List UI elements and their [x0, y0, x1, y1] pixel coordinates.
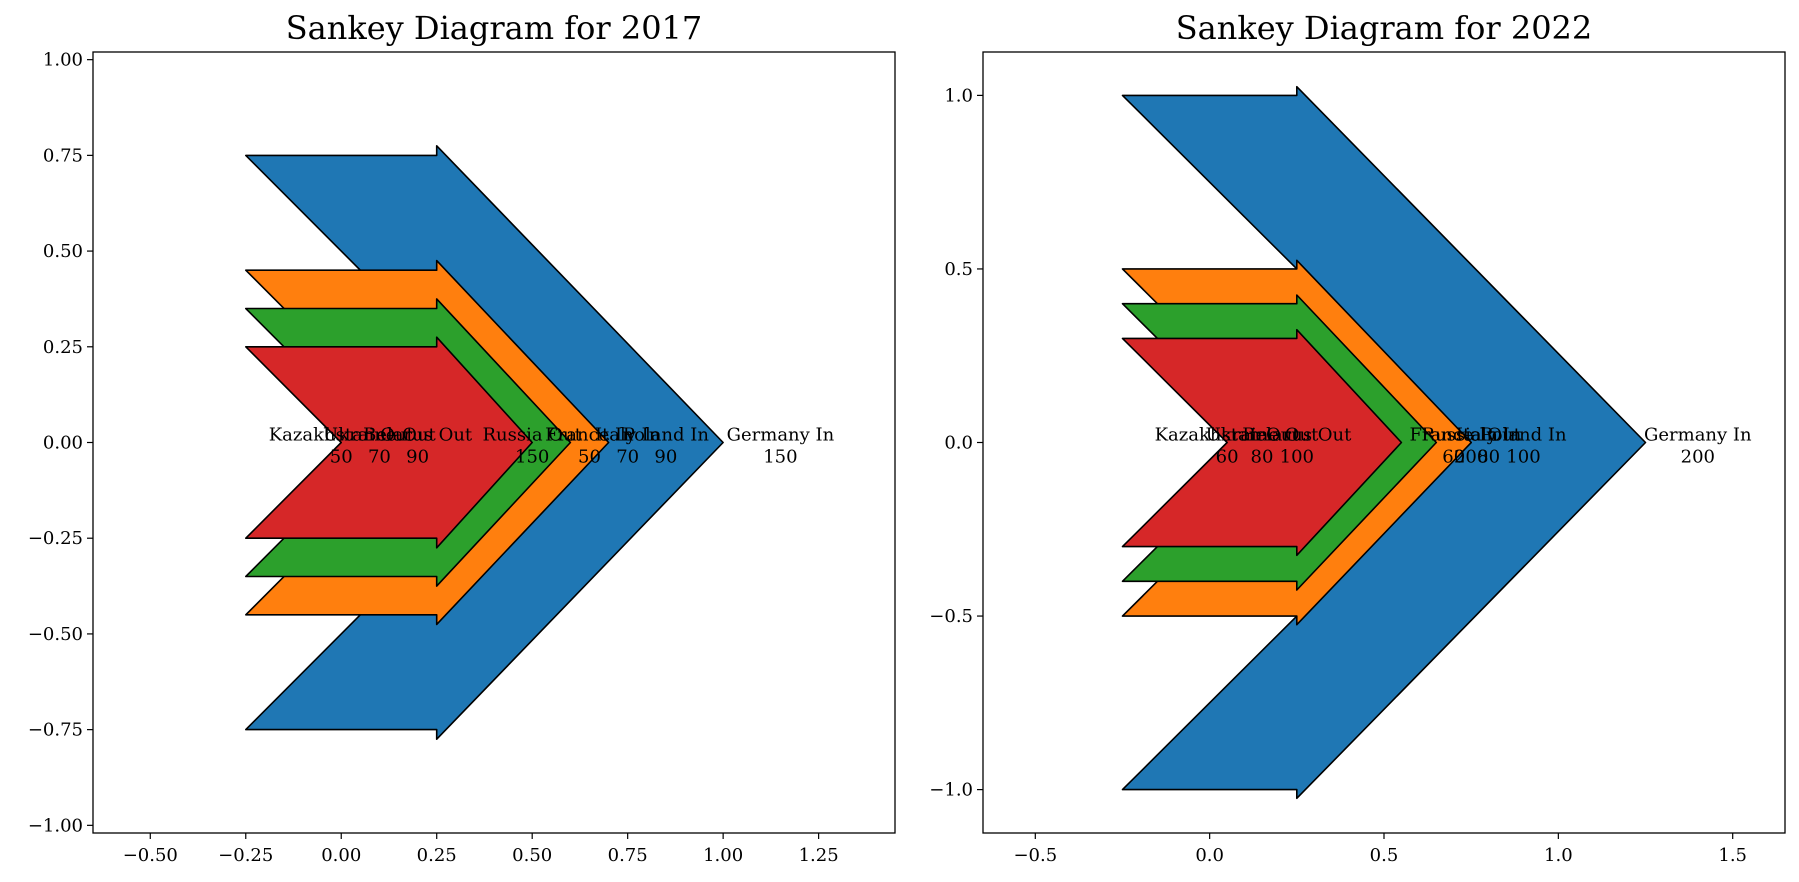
target-label-france-in: France In	[1409, 425, 1498, 446]
y-tick-label: 0.75	[43, 145, 83, 166]
source-value-russia-out: 200	[1454, 447, 1488, 468]
target-label-germany-in: Germany In	[1644, 425, 1752, 446]
source-value-belarus-out: 100	[1280, 447, 1314, 468]
target-label-poland-in: Poland In	[1480, 425, 1567, 446]
flow-arrow-kazakhstan-out	[245, 336, 533, 549]
target-value-poland-in: 90	[654, 447, 677, 468]
source-label-russia-out: Russia Out	[1421, 425, 1521, 446]
y-tick-label: −1.00	[28, 815, 83, 836]
y-tick-label: 0.25	[43, 337, 83, 358]
source-value-kazakhstan-out: 60	[1216, 447, 1239, 468]
y-tick-label: 0.00	[43, 433, 83, 454]
x-tick-label: −0.50	[123, 845, 178, 866]
y-tick-label: 0.0	[944, 433, 973, 454]
chart-title: Sankey Diagram for 2017	[286, 9, 703, 47]
source-label-belarus-out: Belarus Out	[363, 425, 473, 446]
target-label-italy-in: Italy In	[1456, 425, 1522, 446]
y-tick-label: −0.75	[28, 720, 83, 741]
source-label-kazakhstan-out: Kazakhstan Out	[269, 425, 415, 446]
y-tick-label: 0.50	[43, 241, 83, 262]
x-tick-label: 1.5	[1718, 845, 1747, 866]
target-value-italy-in: 70	[616, 447, 639, 468]
y-tick-label: 1.00	[43, 50, 83, 71]
x-tick-label: −0.5	[1013, 845, 1057, 866]
source-value-kazakhstan-out: 50	[330, 447, 353, 468]
x-tick-label: 1.0	[1544, 845, 1573, 866]
source-label-ukraine-out: Ukraine Out	[323, 425, 436, 446]
y-tick-label: −0.50	[28, 624, 83, 645]
x-tick-label: 0.25	[417, 845, 457, 866]
target-label-germany-in: Germany In	[727, 425, 835, 446]
y-tick-label: −0.5	[929, 606, 973, 627]
x-tick-label: 1.25	[799, 845, 839, 866]
chart-title: Sankey Diagram for 2022	[1176, 9, 1593, 47]
source-label-belarus-out: Belarus Out	[1242, 425, 1352, 446]
source-label-kazakhstan-out: Kazakhstan Out	[1155, 425, 1301, 446]
source-value-ukraine-out: 70	[368, 447, 391, 468]
x-tick-label: 0.00	[321, 845, 361, 866]
y-tick-label: −1.0	[929, 780, 973, 801]
target-value-germany-in: 150	[763, 447, 797, 468]
target-value-france-in: 60	[1442, 447, 1465, 468]
flow-arrow-kazakhstan-out	[1121, 328, 1403, 557]
x-tick-label: 0.75	[608, 845, 648, 866]
y-tick-label: 0.5	[944, 259, 973, 280]
target-value-poland-in: 100	[1506, 447, 1540, 468]
target-label-italy-in: Italy In	[595, 425, 661, 446]
target-value-france-in: 50	[578, 447, 601, 468]
y-tick-label: −0.25	[28, 528, 83, 549]
source-value-ukraine-out: 80	[1251, 447, 1274, 468]
x-tick-label: 0.0	[1195, 845, 1224, 866]
x-tick-label: 0.5	[1370, 845, 1399, 866]
x-tick-label: 0.50	[512, 845, 552, 866]
y-tick-label: 1.0	[944, 85, 973, 106]
source-value-belarus-out: 90	[406, 447, 429, 468]
target-value-italy-in: 80	[1477, 447, 1500, 468]
source-label-russia-out: Russia Out	[482, 425, 582, 446]
target-label-france-in: France In	[545, 425, 634, 446]
source-value-russia-out: 150	[515, 447, 549, 468]
source-label-ukraine-out: Ukraine Out	[1206, 425, 1319, 446]
target-label-poland-in: Poland In	[623, 425, 710, 446]
x-tick-label: −0.25	[218, 845, 273, 866]
x-tick-label: 1.00	[703, 845, 743, 866]
target-value-germany-in: 200	[1681, 447, 1715, 468]
